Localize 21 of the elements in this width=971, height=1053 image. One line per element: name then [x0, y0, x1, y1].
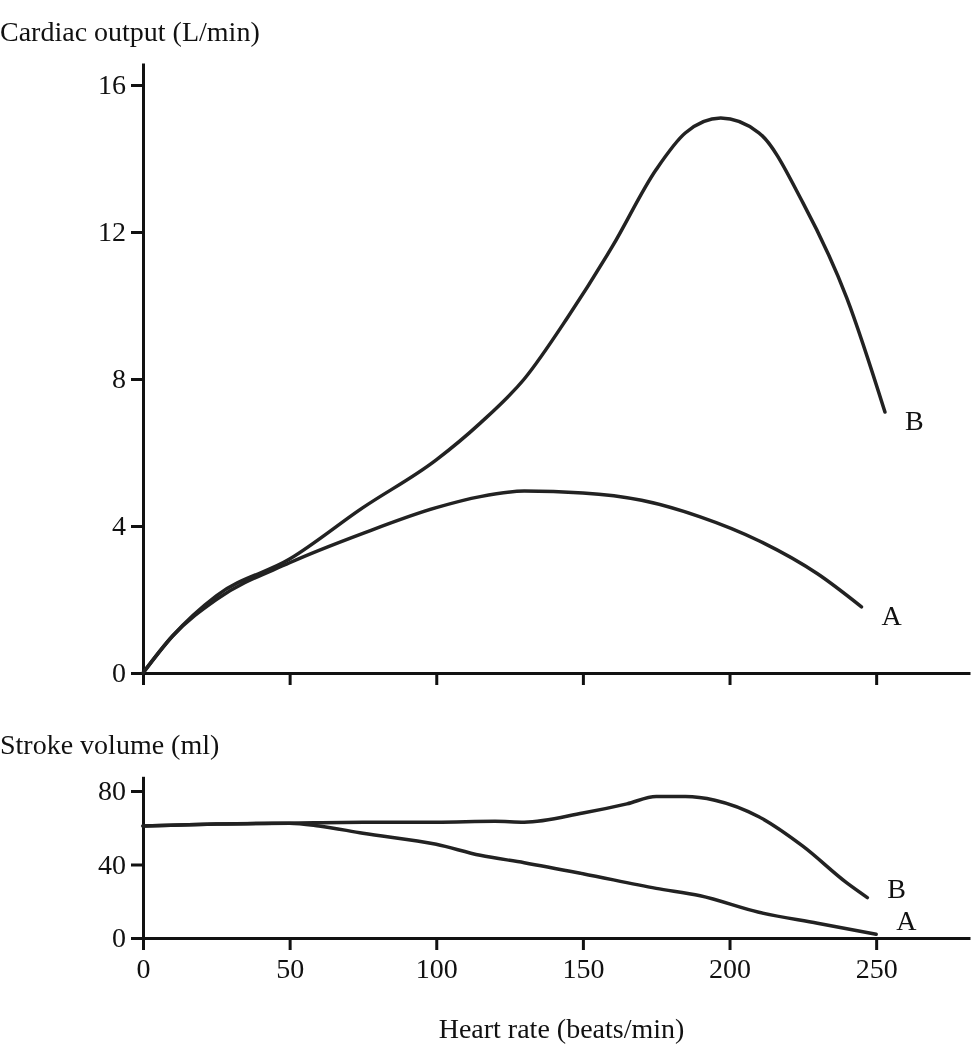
y-tick-label: 8	[112, 363, 126, 395]
y-axis-title: Cardiac output (L/min)	[0, 15, 260, 47]
x-tick-label: 200	[709, 953, 752, 985]
y-tick-label: 4	[112, 510, 126, 542]
y-tick-label: 0	[112, 922, 126, 954]
y-tick-label: 12	[98, 216, 126, 248]
y-tick-label: 40	[98, 848, 126, 880]
x-tick-label: 250	[855, 953, 898, 985]
y-axis-title: Stroke volume (ml)	[0, 729, 220, 761]
y-tick-label: 16	[98, 69, 126, 101]
y-tick-label: 80	[98, 775, 126, 807]
x-tick-label: 150	[562, 953, 605, 985]
series-label: B	[904, 405, 924, 437]
series-label: A	[896, 905, 918, 936]
x-tick-label: 0	[136, 953, 151, 985]
series-label: A	[881, 599, 903, 631]
x-tick-label: 50	[276, 953, 305, 985]
x-axis-title: Heart rate (beats/min)	[438, 1013, 685, 1044]
y-tick-label: 0	[112, 657, 126, 689]
x-tick-label: 100	[415, 953, 458, 985]
series-label: B	[887, 873, 907, 904]
